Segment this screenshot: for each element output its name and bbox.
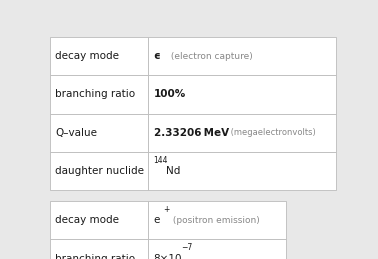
Text: branching ratio: branching ratio xyxy=(56,90,136,99)
Text: daughter nuclide: daughter nuclide xyxy=(56,166,144,176)
Bar xyxy=(148,75,336,114)
Text: −7: −7 xyxy=(181,243,193,253)
Bar xyxy=(148,37,336,75)
Bar xyxy=(50,152,148,190)
Bar xyxy=(50,75,148,114)
Bar xyxy=(50,201,148,240)
Text: 2.33206 MeV: 2.33206 MeV xyxy=(153,128,229,138)
Text: Nd: Nd xyxy=(166,166,180,176)
Bar xyxy=(148,114,336,152)
Text: ϵ: ϵ xyxy=(153,51,160,61)
Text: decay mode: decay mode xyxy=(56,215,119,225)
Text: 144: 144 xyxy=(153,156,168,165)
Text: (electron capture): (electron capture) xyxy=(168,52,253,61)
Text: Q–value: Q–value xyxy=(56,128,98,138)
Bar xyxy=(50,240,148,259)
Text: 8×10: 8×10 xyxy=(153,254,182,259)
Bar xyxy=(148,240,286,259)
Text: e: e xyxy=(153,215,160,225)
Bar xyxy=(148,152,336,190)
Text: 100%: 100% xyxy=(153,90,186,99)
Bar xyxy=(50,114,148,152)
Bar xyxy=(148,201,286,240)
Text: decay mode: decay mode xyxy=(56,51,119,61)
Bar xyxy=(50,37,148,75)
Text: (positron emission): (positron emission) xyxy=(170,216,259,225)
Text: branching ratio: branching ratio xyxy=(56,254,136,259)
Text: +: + xyxy=(163,205,169,214)
Text: (megaelectronvolts): (megaelectronvolts) xyxy=(228,128,316,137)
